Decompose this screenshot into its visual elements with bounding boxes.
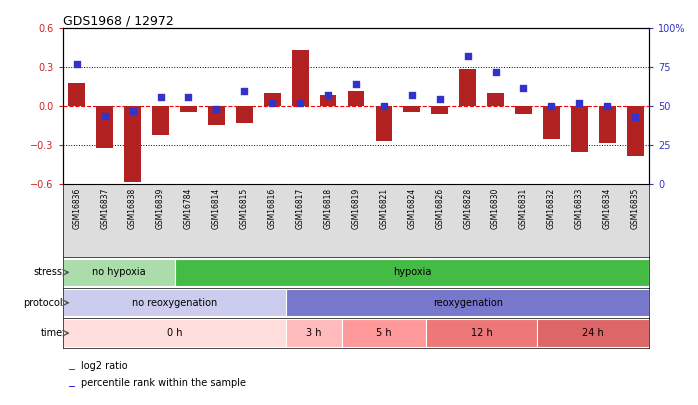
Bar [236, 107, 253, 123]
Bar [180, 107, 197, 111]
Point [574, 100, 585, 107]
Point [71, 61, 82, 68]
Text: GSM16819: GSM16819 [352, 188, 360, 229]
Bar [537, 320, 649, 347]
Point [155, 94, 166, 100]
Point [546, 103, 557, 110]
Bar [459, 68, 476, 107]
Bar [68, 386, 75, 387]
Text: log2 ratio: log2 ratio [81, 361, 127, 371]
Point [183, 94, 194, 100]
Bar [571, 107, 588, 152]
Text: 0 h: 0 h [167, 328, 182, 338]
Bar [320, 95, 336, 107]
Text: GSM16830: GSM16830 [491, 188, 500, 229]
Point [602, 103, 613, 110]
Bar [152, 107, 169, 135]
Bar [543, 107, 560, 139]
Point [434, 95, 445, 102]
Text: GDS1968 / 12972: GDS1968 / 12972 [63, 14, 174, 27]
Text: GSM16814: GSM16814 [212, 188, 221, 229]
Bar [487, 93, 504, 107]
Bar [264, 93, 281, 107]
Text: GSM16838: GSM16838 [128, 188, 137, 229]
Point [462, 53, 473, 60]
Bar [599, 107, 616, 143]
Point [518, 84, 529, 91]
Point [378, 103, 389, 110]
Text: GSM16831: GSM16831 [519, 188, 528, 229]
Text: percentile rank within the sample: percentile rank within the sample [81, 378, 246, 388]
Bar [174, 259, 649, 286]
Text: GSM16828: GSM16828 [463, 188, 472, 229]
Text: no reoxygenation: no reoxygenation [132, 298, 217, 308]
Text: GSM16816: GSM16816 [268, 188, 276, 229]
Text: time: time [40, 328, 63, 338]
Point [267, 100, 278, 107]
Text: GSM16818: GSM16818 [324, 188, 332, 229]
Bar [63, 259, 174, 286]
Text: no hypoxia: no hypoxia [92, 267, 145, 277]
Text: 12 h: 12 h [470, 328, 493, 338]
Text: GSM16837: GSM16837 [101, 188, 109, 229]
Point [490, 69, 501, 75]
Text: GSM16839: GSM16839 [156, 188, 165, 229]
Text: 5 h: 5 h [376, 328, 392, 338]
Text: reoxygenation: reoxygenation [433, 298, 503, 308]
Text: GSM16836: GSM16836 [73, 188, 81, 229]
Bar [208, 107, 225, 124]
Text: GSM16833: GSM16833 [575, 188, 584, 229]
Point [630, 114, 641, 120]
Text: GSM16826: GSM16826 [436, 188, 444, 229]
Bar [286, 289, 649, 316]
Bar [124, 107, 141, 182]
Text: stress: stress [34, 267, 63, 277]
Point [99, 113, 110, 119]
Text: GSM16784: GSM16784 [184, 188, 193, 229]
Text: GSM16815: GSM16815 [240, 188, 248, 229]
Point [239, 87, 250, 94]
Text: protocol: protocol [23, 298, 63, 308]
Point [211, 106, 222, 113]
Bar [515, 107, 532, 114]
Point [350, 81, 362, 88]
Text: 3 h: 3 h [306, 328, 322, 338]
Bar [627, 107, 644, 156]
Bar [403, 107, 420, 111]
Text: GSM16834: GSM16834 [603, 188, 611, 229]
Point [322, 92, 334, 99]
Bar [68, 369, 75, 370]
Text: 24 h: 24 h [582, 328, 604, 338]
Bar [292, 51, 309, 107]
Bar [286, 320, 342, 347]
Bar [348, 91, 364, 107]
Text: GSM16832: GSM16832 [547, 188, 556, 229]
Text: GSM16835: GSM16835 [631, 188, 639, 229]
Point [127, 108, 138, 114]
Bar [426, 320, 537, 347]
Bar [342, 320, 426, 347]
Bar [376, 107, 392, 141]
Point [406, 92, 417, 99]
Bar [68, 83, 85, 107]
Text: GSM16821: GSM16821 [380, 188, 388, 229]
Point [295, 100, 306, 107]
Bar [63, 320, 286, 347]
Text: hypoxia: hypoxia [393, 267, 431, 277]
Text: GSM16817: GSM16817 [296, 188, 304, 229]
Bar [96, 107, 113, 148]
Bar [63, 289, 286, 316]
Text: GSM16824: GSM16824 [408, 188, 416, 229]
Bar [431, 107, 448, 114]
